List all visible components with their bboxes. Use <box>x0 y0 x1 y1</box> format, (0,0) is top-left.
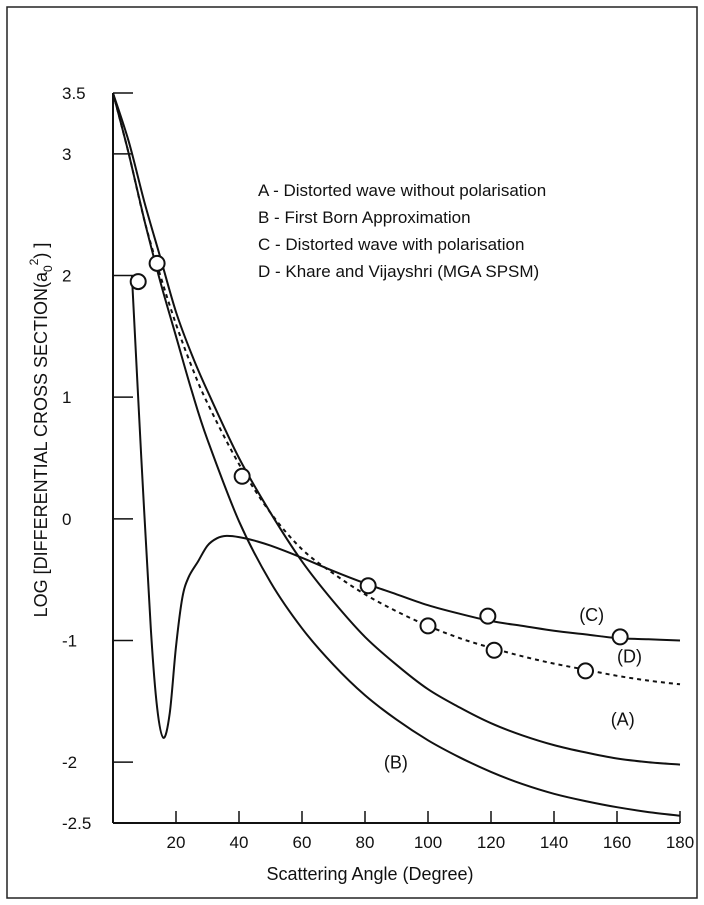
x-tick-label: 100 <box>414 833 442 852</box>
x-tick-label: 140 <box>540 833 568 852</box>
tick-labels: 20 40 60 80 100 120 140 160 180 3.5 3 2 1 0 -1 -2 -2.5 <box>62 84 694 852</box>
legend-entry-b: B - First Born Approximation <box>258 208 471 227</box>
y-axis-label-end: ) ] <box>31 243 51 259</box>
y-axis-label-sub: 0 <box>41 265 55 272</box>
x-tick-label: 80 <box>356 833 375 852</box>
y-axis-label-sup: 2 <box>27 258 41 265</box>
series-line <box>112 92 681 686</box>
outer-frame <box>6 6 698 899</box>
y-tick-label: -2 <box>62 753 77 772</box>
x-axis-label: Scattering Angle (Degree) <box>266 864 473 884</box>
data-point <box>129 273 147 291</box>
x-tick-label: 20 <box>167 833 186 852</box>
series-line <box>130 275 681 739</box>
y-axis-label-main: LOG [DIFFERENTIAL CROSS SECTION(a <box>31 271 51 617</box>
curve-label: (C) <box>579 605 604 625</box>
data-point <box>233 467 251 485</box>
y-tick-label: 3.5 <box>62 84 86 103</box>
legend: A - Distorted wave without polarisation … <box>258 181 546 281</box>
y-tick-label: 1 <box>62 388 71 407</box>
data-point <box>577 662 594 680</box>
curves <box>112 92 681 817</box>
legend-entry-a: A - Distorted wave without polarisation <box>258 181 546 200</box>
data-point <box>479 607 497 625</box>
axes <box>112 92 681 824</box>
data-point <box>611 628 629 646</box>
y-tick-label: -2.5 <box>62 814 91 833</box>
x-tick-label: 40 <box>230 833 249 852</box>
data-point <box>148 254 166 272</box>
data-point <box>359 577 377 595</box>
legend-entry-c: C - Distorted wave with polarisation <box>258 235 524 254</box>
curve-labels: (C) (D) (A) (B) <box>384 605 642 772</box>
data-point <box>419 617 437 635</box>
series-line <box>112 92 681 766</box>
y-axis-label: LOG [DIFFERENTIAL CROSS SECTION(a02) ] <box>27 243 55 618</box>
legend-entry-d: D - Khare and Vijayshri (MGA SPSM) <box>258 262 539 281</box>
curve-label: (B) <box>384 752 408 772</box>
x-tick-label: 60 <box>293 833 312 852</box>
x-tick-label: 180 <box>666 833 694 852</box>
y-tick-label: 0 <box>62 510 71 529</box>
y-tick-label: 2 <box>62 267 71 286</box>
curve-label: (A) <box>611 710 635 730</box>
data-points <box>129 254 629 680</box>
x-tick-label: 160 <box>603 833 631 852</box>
y-tick-label: -1 <box>62 632 77 651</box>
x-tick-label: 120 <box>477 833 505 852</box>
y-tick-label: 3 <box>62 145 71 164</box>
curve-label: (D) <box>617 646 642 666</box>
series-line <box>112 92 681 817</box>
data-point <box>485 641 503 659</box>
